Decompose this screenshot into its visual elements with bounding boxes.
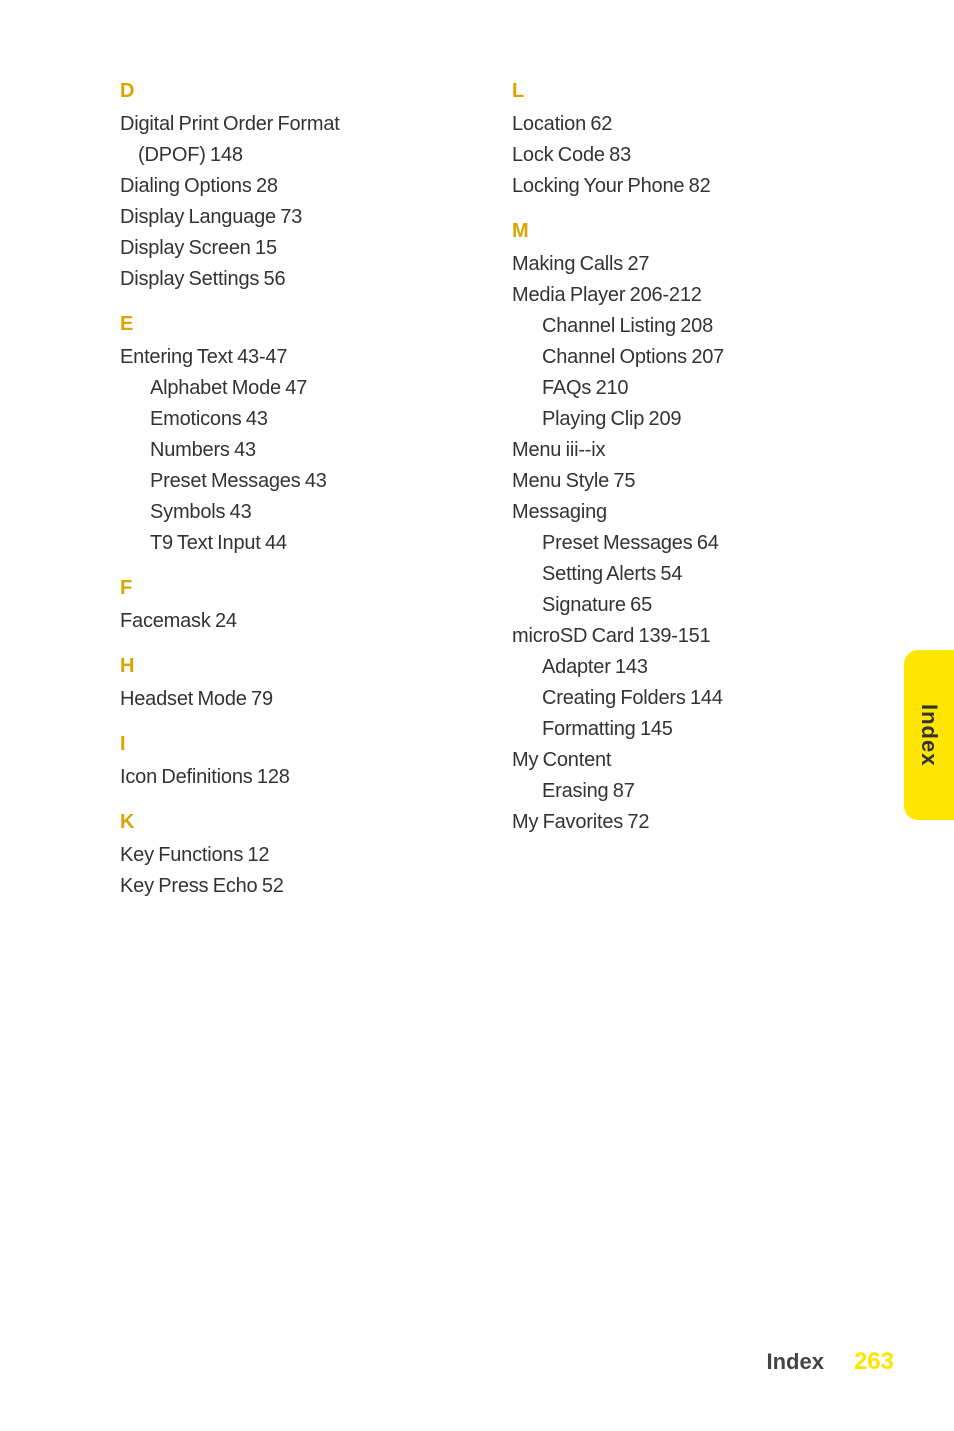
index-subentry: Emoticons 43 [120,404,452,435]
index-subentry: Erasing 87 [512,776,844,807]
index-entry: Location 62 [512,109,844,140]
index-entry: Locking Your Phone 82 [512,171,844,202]
index-entry: My Favorites 72 [512,807,844,838]
index-subentry: Setting Alerts 54 [512,559,844,590]
page: D Digital Print Order Format (DPOF) 148 … [0,0,954,1431]
section-letter-e: E [120,313,452,336]
index-subentry: Preset Messages 64 [512,528,844,559]
index-subentry: Alphabet Mode 47 [120,373,452,404]
index-subentry: Signature 65 [512,590,844,621]
footer-page-number: 263 [854,1348,894,1376]
section-letter-d: D [120,80,452,103]
side-tab-label: Index [916,704,942,766]
index-entry: Dialing Options 28 [120,171,452,202]
index-entry: Icon Definitions 128 [120,762,452,793]
index-entry: Digital Print Order Format [120,109,452,140]
index-columns: D Digital Print Order Format (DPOF) 148 … [120,80,844,902]
index-subentry: Playing Clip 209 [512,404,844,435]
index-subentry: FAQs 210 [512,373,844,404]
index-entry: Facemask 24 [120,606,452,637]
index-subentry: Preset Messages 43 [120,466,452,497]
index-entry: Headset Mode 79 [120,684,452,715]
index-entry: Lock Code 83 [512,140,844,171]
section-letter-l: L [512,80,844,103]
index-entry: Display Screen 15 [120,233,452,264]
index-entry: Entering Text 43-47 [120,342,452,373]
left-column: D Digital Print Order Format (DPOF) 148 … [120,80,452,902]
index-subentry: Formatting 145 [512,714,844,745]
section-letter-i: I [120,733,452,756]
index-subentry: Creating Folders 144 [512,683,844,714]
index-subentry: Channel Listing 208 [512,311,844,342]
index-subentry: Channel Options 207 [512,342,844,373]
index-subentry: Symbols 43 [120,497,452,528]
footer-section-label: Index [766,1349,823,1375]
index-subentry: Adapter 143 [512,652,844,683]
section-letter-k: K [120,811,452,834]
index-entry: Making Calls 27 [512,249,844,280]
side-tab: Index [904,650,954,820]
section-letter-m: M [512,220,844,243]
index-subentry: Numbers 43 [120,435,452,466]
index-entry: Key Functions 12 [120,840,452,871]
index-entry: Display Settings 56 [120,264,452,295]
right-column: L Location 62 Lock Code 83 Locking Your … [512,80,844,902]
index-entry: Key Press Echo 52 [120,871,452,902]
section-letter-f: F [120,577,452,600]
index-entry: microSD Card 139-151 [512,621,844,652]
index-entry: Display Language 73 [120,202,452,233]
footer: Index 263 [766,1348,894,1376]
index-entry: Media Player 206-212 [512,280,844,311]
index-entry: Menu Style 75 [512,466,844,497]
index-entry: Messaging [512,497,844,528]
index-entry: (DPOF) 148 [120,140,452,171]
index-subentry: T9 Text Input 44 [120,528,452,559]
index-entry: My Content [512,745,844,776]
section-letter-h: H [120,655,452,678]
index-entry: Menu iii--ix [512,435,844,466]
